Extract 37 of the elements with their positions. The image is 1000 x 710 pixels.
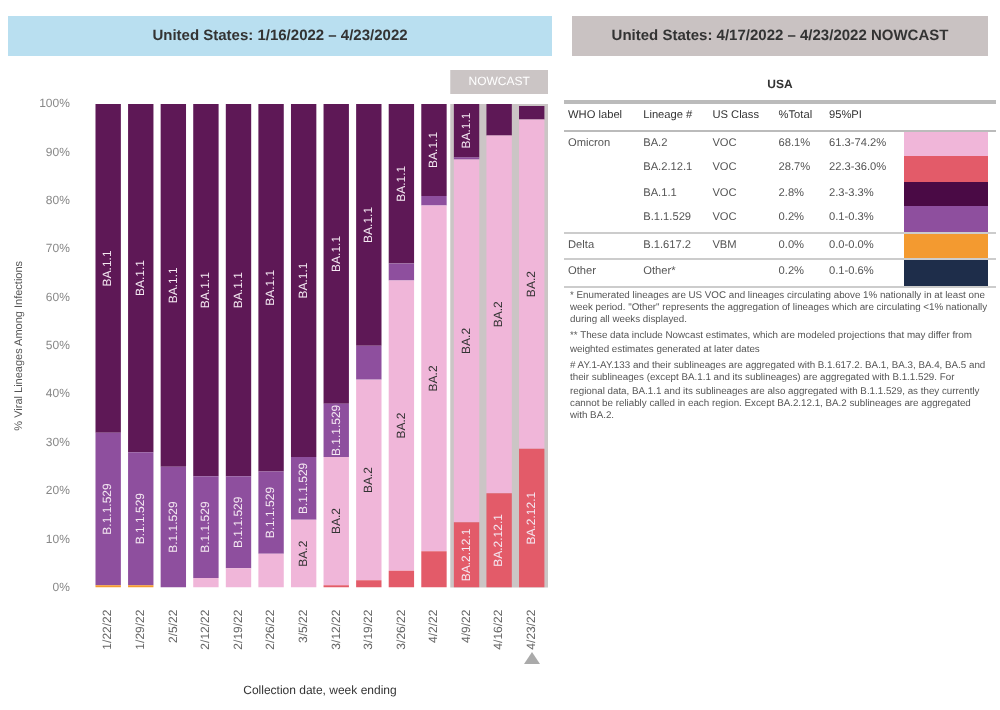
bar	[421, 104, 447, 196]
bar	[160, 466, 187, 588]
bar	[128, 452, 154, 586]
bar	[519, 448, 545, 588]
bar	[95, 104, 121, 433]
bar	[356, 104, 382, 346]
bar	[356, 345, 382, 380]
bar	[258, 553, 284, 588]
bar	[486, 135, 512, 494]
bar	[486, 493, 512, 588]
bar	[421, 551, 447, 588]
bar	[356, 379, 382, 581]
bar	[258, 104, 284, 472]
bar	[160, 104, 187, 467]
bar	[258, 471, 284, 554]
bar	[388, 570, 415, 588]
bar	[225, 568, 252, 588]
bar	[421, 205, 447, 552]
bar	[388, 280, 415, 571]
bar	[193, 104, 219, 477]
bar	[290, 519, 317, 588]
bar	[290, 104, 317, 457]
bar	[193, 577, 219, 588]
bar	[323, 457, 349, 586]
bar	[193, 476, 219, 578]
bar	[388, 104, 415, 264]
bar	[453, 159, 480, 523]
bar	[128, 104, 154, 453]
bar	[95, 432, 121, 586]
bar	[225, 104, 252, 477]
bar	[519, 119, 545, 449]
bar	[486, 104, 512, 136]
bar	[421, 195, 447, 206]
bar	[519, 105, 545, 120]
bar	[356, 580, 382, 588]
bar	[323, 104, 349, 404]
bar	[388, 263, 415, 281]
